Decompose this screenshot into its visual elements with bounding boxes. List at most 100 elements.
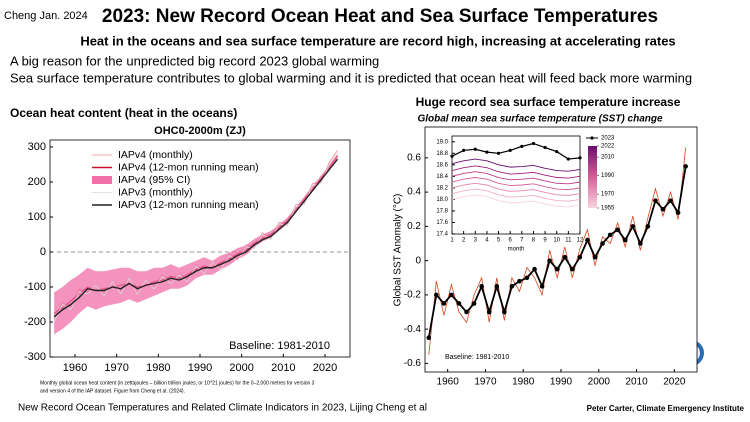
x-tick-label: 12 (577, 238, 584, 244)
bullet: A big reason for the unpredicted big rec… (10, 53, 379, 68)
footer-right: Peter Carter, Climate Emergency Institut… (587, 404, 745, 413)
y-tick-label: 300 (28, 141, 46, 153)
chart-title: OHC0-2000m (ZJ) (154, 125, 246, 137)
x-tick-label: 2020 (313, 362, 337, 374)
data-point (622, 237, 628, 243)
data-point (473, 147, 477, 151)
data-point (645, 224, 651, 229)
data-point (449, 292, 454, 298)
colorbar-label: 1955 (601, 206, 615, 212)
data-point (592, 254, 598, 260)
x-tick-label: 7 (520, 238, 524, 244)
section-title: Ocean heat content (heat in the oceans) (10, 106, 237, 120)
bullet: Sea surface temperature contributes to g… (10, 70, 692, 85)
data-point (502, 309, 507, 315)
data-point (520, 144, 524, 148)
x-tick-label: 2010 (271, 362, 295, 374)
y-tick-label: 0.4 (407, 187, 421, 198)
x-axis-title: month (508, 247, 525, 253)
y-tick-label: 18.2 (436, 185, 448, 191)
x-tick-label: 4 (485, 238, 489, 244)
y-tick-label: 0.6 (407, 152, 421, 163)
y-tick-label: 0 (40, 246, 46, 258)
data-point (486, 309, 492, 315)
data-point (464, 309, 469, 315)
legend-label: 2023 (601, 136, 615, 142)
y-tick-label: 18.6 (436, 162, 448, 168)
plot-area (49, 139, 351, 358)
y-tick-label: 17.8 (436, 209, 448, 215)
data-point (562, 254, 568, 260)
data-point (570, 266, 575, 272)
series-line (451, 188, 581, 202)
series-line (451, 171, 581, 185)
chart-title: Global mean sea surface temperature (SST… (417, 114, 663, 125)
x-tick-label: 10 (553, 238, 560, 244)
caption: Monthly global ocean heat content (in ze… (40, 380, 315, 386)
subtitle: Heat in the oceans and sea surface tempe… (80, 33, 675, 48)
data-point (508, 148, 512, 153)
data-point (539, 284, 545, 289)
x-tick-label: 6 (509, 238, 513, 244)
data-point (450, 154, 454, 158)
x-tick-label: 1990 (188, 362, 212, 374)
x-tick-label: 9 (543, 238, 547, 244)
data-point (638, 241, 643, 246)
data-point (585, 237, 590, 243)
legend-label: IAPv4 (12-mon running mean) (118, 161, 259, 173)
series-line (451, 182, 581, 196)
data-point (615, 227, 620, 233)
series-line (451, 165, 581, 179)
series-line (451, 158, 581, 172)
author-date: Cheng Jan. 2024 (4, 10, 88, 22)
x-tick-label: 1970 (104, 362, 128, 374)
x-tick-label: 3 (474, 238, 478, 244)
legend-label: IAPv4 (95% CI) (118, 174, 190, 186)
data-point (456, 301, 462, 306)
y-tick-label: -0.6 (404, 358, 422, 369)
y-tick-label: 100 (28, 211, 46, 223)
x-tick-label: 1960 (437, 377, 460, 388)
y-tick-label: -0.2 (404, 290, 422, 301)
data-point (660, 206, 666, 212)
data-point (426, 335, 432, 341)
colorbar-label: 2022 (601, 144, 615, 150)
data-point (607, 232, 613, 238)
legend-swatch (92, 176, 112, 184)
x-tick-label: 1960 (63, 362, 87, 374)
annotation: Baseline: 1981-2010 (229, 340, 330, 352)
colorbar-label: 1990 (601, 173, 615, 179)
x-tick-label: 1970 (474, 377, 497, 388)
x-tick-label: 11 (565, 238, 572, 244)
y-tick-label: -100 (24, 281, 46, 293)
y-tick-label: -200 (24, 316, 46, 328)
colorbar (588, 146, 597, 208)
x-tick-label: 2000 (229, 362, 253, 374)
y-tick-label: 17.6 (436, 220, 448, 226)
colorbar-label: 2010 (601, 155, 615, 161)
data-point (462, 148, 466, 153)
data-point (509, 284, 515, 289)
ci-band (54, 152, 338, 335)
legend-label: IAPv4 (monthly) (118, 149, 193, 161)
y-tick-label: -0.4 (404, 324, 422, 335)
y-axis-title: Global SST Anomaly (°C) (393, 194, 404, 307)
annotation: Baseline: 1981-2010 (445, 354, 509, 361)
legend-label: IAPv3 (monthly) (118, 186, 193, 198)
x-tick-label: 1980 (146, 362, 170, 374)
y-tick-label: 200 (28, 176, 46, 188)
data-point (532, 266, 537, 272)
data-point (494, 284, 500, 289)
series-line (451, 142, 581, 160)
data-point (434, 292, 439, 298)
data-point (531, 141, 536, 146)
title: 2023: New Record Ocean Heat and Sea Surf… (102, 6, 658, 27)
series-line (451, 177, 581, 191)
section-title: Huge record sea surface temperature incr… (416, 95, 681, 109)
legend-label: IAPv3 (12-mon running mean) (118, 199, 259, 211)
data-point (668, 198, 673, 203)
x-tick-label: 1980 (512, 377, 535, 388)
data-point (683, 164, 688, 169)
data-point (547, 258, 552, 263)
